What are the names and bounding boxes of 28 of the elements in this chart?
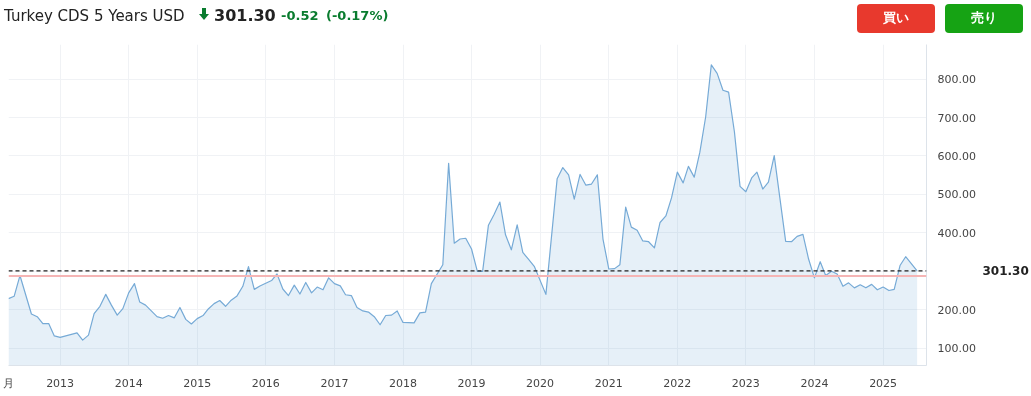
x-tick-label: 2022 [663, 376, 692, 390]
text: 買い [857, 4, 935, 33]
y-tick-label: 600.00 [937, 149, 976, 163]
x-tick-label: 2018 [389, 376, 417, 390]
x-tick-label: 2024 [800, 376, 829, 390]
x-tick-label: 2019 [457, 376, 486, 390]
x-tick-label: 2023 [731, 376, 760, 390]
y-tick-label: 800.00 [937, 73, 976, 87]
x-tick-label: 2025 [869, 376, 898, 390]
y-tick-label: 400.00 [937, 226, 976, 240]
text: 301.30 [214, 5, 276, 27]
x-tick-label: 2015 [183, 376, 212, 390]
x-tick-label: 2014 [114, 376, 143, 390]
y-tick-label: 200.00 [937, 303, 976, 317]
y-tick-label: 500.00 [937, 188, 976, 202]
x-tick-label: 月 [3, 376, 14, 390]
x-tick-label: 2020 [526, 376, 555, 390]
x-tick-label: 2017 [320, 376, 349, 390]
x-tick-label: 2013 [46, 376, 75, 390]
x-tick-label: 2016 [251, 376, 280, 390]
y-tick-label: 100.00 [937, 342, 976, 356]
text: (-0.17%) [326, 7, 389, 25]
y-tick-label: 700.00 [937, 111, 976, 125]
text: -0.52 [281, 7, 319, 25]
ref-line-label: 301.30 [982, 264, 1029, 279]
text: 売り [945, 4, 1023, 33]
chart-title: Turkey CDS 5 Years USD [4, 6, 185, 27]
x-tick-label: 2021 [594, 376, 623, 390]
